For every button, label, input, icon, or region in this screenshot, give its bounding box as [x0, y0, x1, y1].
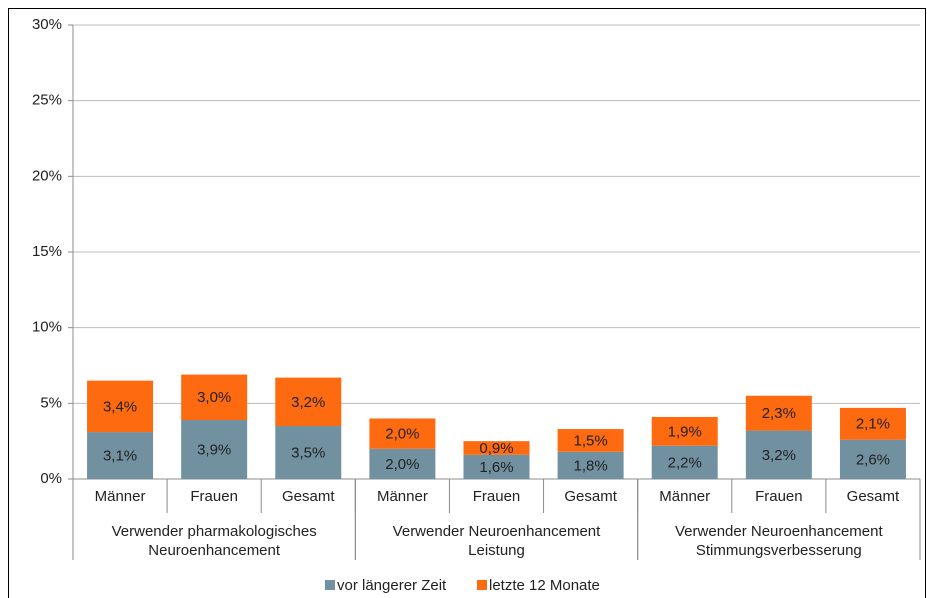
- chart-frame: [8, 8, 926, 598]
- data-label: 3,9%: [197, 441, 231, 458]
- bar-segment: [557, 429, 624, 452]
- data-label: 2,2%: [668, 454, 702, 471]
- bar-segment: [275, 426, 342, 479]
- data-label: 2,6%: [856, 451, 890, 468]
- bar-segment: [463, 454, 530, 479]
- bar-segment: [87, 432, 154, 479]
- data-label: 3,1%: [103, 448, 137, 465]
- bar-segment: [181, 374, 248, 420]
- group-label: Leistung: [468, 542, 525, 559]
- data-label: 3,0%: [197, 389, 231, 406]
- data-label: 0,9%: [479, 440, 513, 457]
- data-label: 2,0%: [385, 426, 419, 443]
- x-tick-label: Männer: [377, 488, 428, 505]
- bar-segment: [463, 441, 530, 455]
- y-tick-label: 10%: [32, 319, 62, 336]
- bar-segment: [839, 439, 906, 479]
- bar-segment: [275, 377, 342, 427]
- data-label: 1,6%: [479, 459, 513, 476]
- bar-segment: [839, 407, 906, 440]
- legend-label: letzte 12 Monate: [489, 577, 600, 594]
- y-tick-label: 20%: [32, 167, 62, 184]
- y-tick-label: 0%: [40, 470, 62, 487]
- group-label: Verwender Neuroenhancement: [393, 523, 601, 540]
- data-label: 3,4%: [103, 398, 137, 415]
- y-tick-label: 25%: [32, 92, 62, 109]
- legend-label: vor längerer Zeit: [337, 577, 447, 594]
- group-label: Neuroenhancement: [148, 542, 281, 559]
- bar-segment: [181, 419, 248, 479]
- data-label: 1,8%: [574, 457, 608, 474]
- y-tick-label: 30%: [32, 16, 62, 33]
- x-tick-label: Frauen: [190, 488, 238, 505]
- y-tick-label: 5%: [40, 394, 62, 411]
- x-tick-label: Männer: [95, 488, 146, 505]
- bar-segment: [87, 380, 154, 433]
- group-label: Verwender Neuroenhancement: [675, 523, 883, 540]
- bar-segment: [651, 416, 718, 446]
- bar-segment: [651, 445, 718, 479]
- data-label: 1,5%: [574, 432, 608, 449]
- legend-swatch: [477, 580, 487, 590]
- data-label: 3,5%: [291, 444, 325, 461]
- x-tick-label: Frauen: [755, 488, 803, 505]
- data-label: 2,1%: [856, 416, 890, 433]
- data-label: 3,2%: [291, 394, 325, 411]
- data-label: 1,9%: [668, 423, 702, 440]
- data-label: 2,3%: [762, 405, 796, 422]
- bar-segment: [745, 430, 812, 479]
- y-tick-label: 15%: [32, 243, 62, 260]
- x-tick-label: Frauen: [473, 488, 521, 505]
- x-tick-label: Männer: [659, 488, 710, 505]
- group-label: Stimmungsverbesserung: [696, 542, 862, 559]
- x-tick-label: Gesamt: [564, 488, 617, 505]
- x-tick-label: Gesamt: [847, 488, 900, 505]
- bar-segment: [369, 448, 436, 479]
- data-label: 3,2%: [762, 447, 796, 464]
- data-label: 2,0%: [385, 456, 419, 473]
- bar-segment: [745, 395, 812, 431]
- bar-segment: [557, 451, 624, 479]
- bar-segment: [369, 418, 436, 449]
- legend-swatch: [325, 580, 335, 590]
- x-tick-label: Gesamt: [282, 488, 335, 505]
- group-label: Verwender pharmakologisches: [112, 523, 317, 540]
